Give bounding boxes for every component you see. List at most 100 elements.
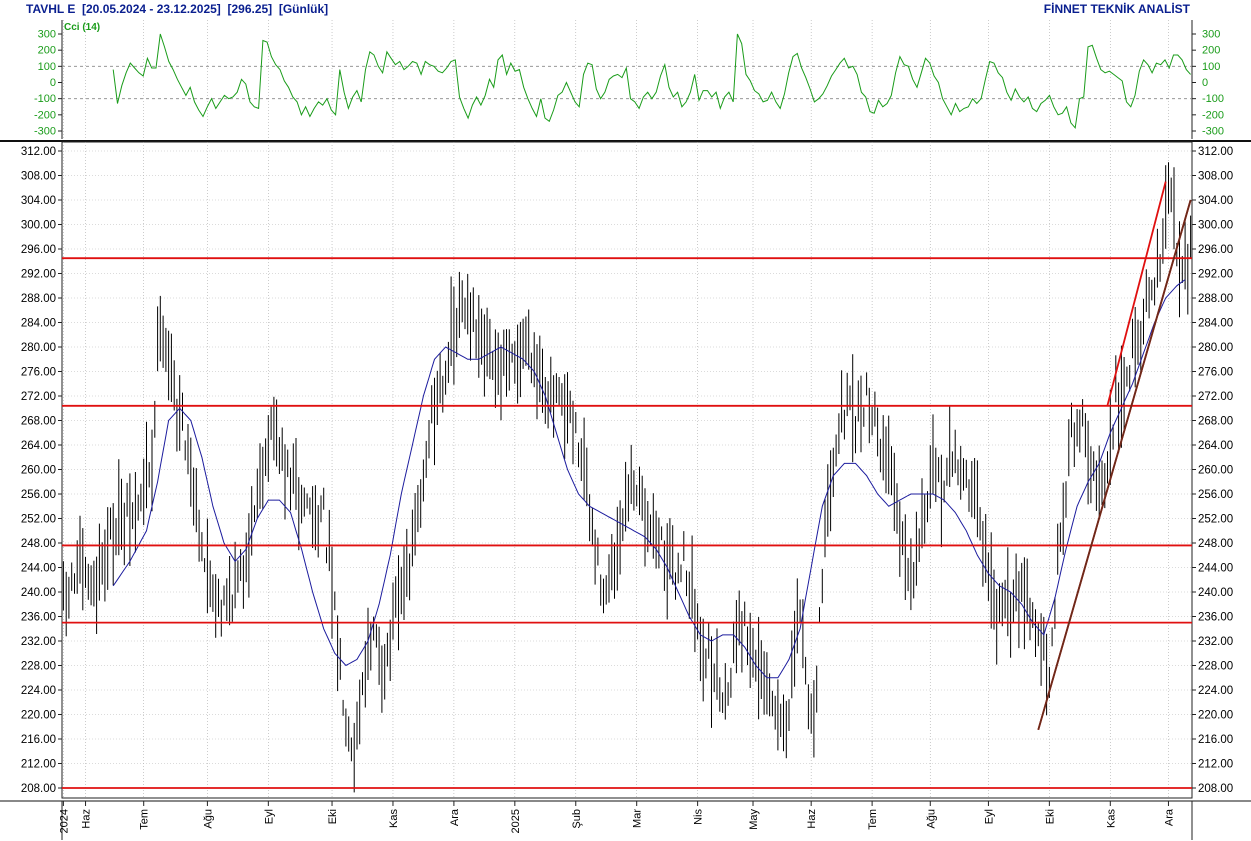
price-tick-right-9: 276.00 [1198,367,1233,379]
chart-header: TAVHL E [20.05.2024 - 23.12.2025] [296.2… [26,2,328,16]
date-axis: 2024 Haz Tem Ağu Eyl Eki Kas Ara 2025 Şub Mar Nis Ma… [0,800,1251,840]
price-tick-right-15: 252.00 [1198,514,1233,526]
price-tick-left-20: 232.00 [21,636,56,648]
date-label-17: Eki [1044,809,1056,824]
price-tick-right-26: 208.00 [1198,783,1233,795]
period-label: [Günlük] [278,2,329,16]
date-label-9: Şub [571,809,583,829]
price-tick-right-17: 244.00 [1198,563,1233,575]
price-tick-right-21: 228.00 [1198,661,1233,673]
price-tick-right-12: 264.00 [1198,440,1233,452]
cci-tick-labels: 300 300 200 200 100 100 0 0 -100 -100 -200 -200 -300… [34,29,1224,138]
price-panel: 312.00 312.00 308.00 308.00 304.00 304.00 300.… [0,140,1251,840]
price-tick-right-3: 300.00 [1198,220,1233,232]
cci-tick-right-3: 0 [1202,77,1208,89]
date-label-7: Ara [449,808,461,826]
price-tick-right-7: 284.00 [1198,318,1233,330]
date-label-14: Tem [867,809,879,830]
cci-tick-right-2: 100 [1202,61,1220,73]
date-label-6: Kas [388,809,400,828]
date-label-18: Kas [1105,809,1117,828]
cci-tick-right-6: -300 [1202,126,1224,138]
price-frame [61,141,1193,799]
price-tick-right-22: 224.00 [1198,685,1233,697]
cci-tick-right-0: 300 [1202,29,1220,41]
date-label-5: Eki [327,809,339,824]
price-tick-left-11: 268.00 [21,416,56,428]
price-tick-right-24: 216.00 [1198,734,1233,746]
price-tick-left-12: 264.00 [21,440,56,452]
price-tick-left-24: 216.00 [21,734,56,746]
cci-tick-left-0: 300 [38,29,56,41]
price-tick-left-7: 284.00 [21,318,56,330]
cci-grid [0,20,1251,142]
cci-reference-lines [62,65,1192,100]
cci-tick-left-4: -100 [34,93,56,105]
price-tick-right-19: 236.00 [1198,612,1233,624]
cci-indicator-label: Cci (14) [64,22,100,33]
price-ohlc-bars [62,162,1192,793]
date-label-19: Ara [1164,808,1176,826]
last-price-label: [296.25] [227,2,273,16]
brand-label: FİNNET TEKNİK ANALİST [1043,2,1190,16]
price-tick-right-18: 240.00 [1198,587,1233,599]
trend-lines [1037,181,1192,731]
date-label-2: Tem [139,809,151,830]
price-tick-right-6: 288.00 [1198,293,1233,305]
trend-line-1 [1037,199,1192,731]
cci-panel: 300 300 200 200 100 100 0 0 -100 -100 -200 -200 -300… [0,20,1251,142]
date-label-0: 2024 [58,809,70,833]
price-tick-left-25: 212.00 [21,759,56,771]
price-tick-left-23: 220.00 [21,710,56,722]
cci-tick-left-1: 200 [38,45,56,57]
price-tick-left-22: 224.00 [21,685,56,697]
cci-tick-left-5: -200 [34,109,56,121]
moving-average-line [112,279,1186,679]
date-label-11: Nis [693,809,705,825]
cci-tick-right-1: 200 [1202,45,1220,57]
price-tick-right-23: 220.00 [1198,710,1233,722]
price-tick-right-14: 256.00 [1198,489,1233,501]
price-tick-right-20: 232.00 [1198,636,1233,648]
price-tick-left-5: 292.00 [21,269,56,281]
price-tick-right-8: 280.00 [1198,342,1233,354]
cci-line [112,33,1191,129]
price-tick-left-1: 308.00 [21,171,56,183]
price-tick-left-10: 272.00 [21,391,56,403]
price-tick-left-26: 208.00 [21,783,56,795]
date-label-3: Ağu [202,809,214,829]
date-label-13: Haz [806,809,818,829]
date-label-10: Mar [632,809,644,828]
price-tick-right-5: 292.00 [1198,269,1233,281]
date-label-4: Eyl [263,809,275,824]
price-tick-left-2: 304.00 [21,195,56,207]
date-label-8: 2025 [510,809,522,833]
cci-tick-left-2: 100 [38,61,56,73]
price-tick-right-2: 304.00 [1198,195,1233,207]
price-tick-right-16: 248.00 [1198,538,1233,550]
price-tick-right-10: 272.00 [1198,391,1233,403]
price-grid [0,140,1251,799]
symbol-label: TAVHL E [26,2,76,16]
price-tick-left-3: 300.00 [21,220,56,232]
price-tick-left-17: 244.00 [21,563,56,575]
date-range-label: [20.05.2024 - 23.12.2025] [82,2,221,16]
price-tick-left-15: 252.00 [21,514,56,526]
price-tick-right-25: 212.00 [1198,759,1233,771]
cci-tick-right-5: -200 [1202,109,1224,121]
support-resistance-lines [62,257,1192,789]
cci-tick-left-6: -300 [34,126,56,138]
price-tick-left-4: 296.00 [21,244,56,256]
price-tick-left-8: 280.00 [21,342,56,354]
date-label-15: Ağu [925,809,937,829]
cci-tick-left-3: 0 [50,77,56,89]
trend-line-2 [1106,181,1167,406]
price-tick-left-13: 260.00 [21,465,56,477]
price-tick-left-16: 248.00 [21,538,56,550]
price-tick-left-18: 240.00 [21,587,56,599]
price-tick-right-0: 312.00 [1198,146,1233,158]
price-tick-left-0: 312.00 [21,146,56,158]
price-tick-left-19: 236.00 [21,612,56,624]
price-tick-left-9: 276.00 [21,367,56,379]
